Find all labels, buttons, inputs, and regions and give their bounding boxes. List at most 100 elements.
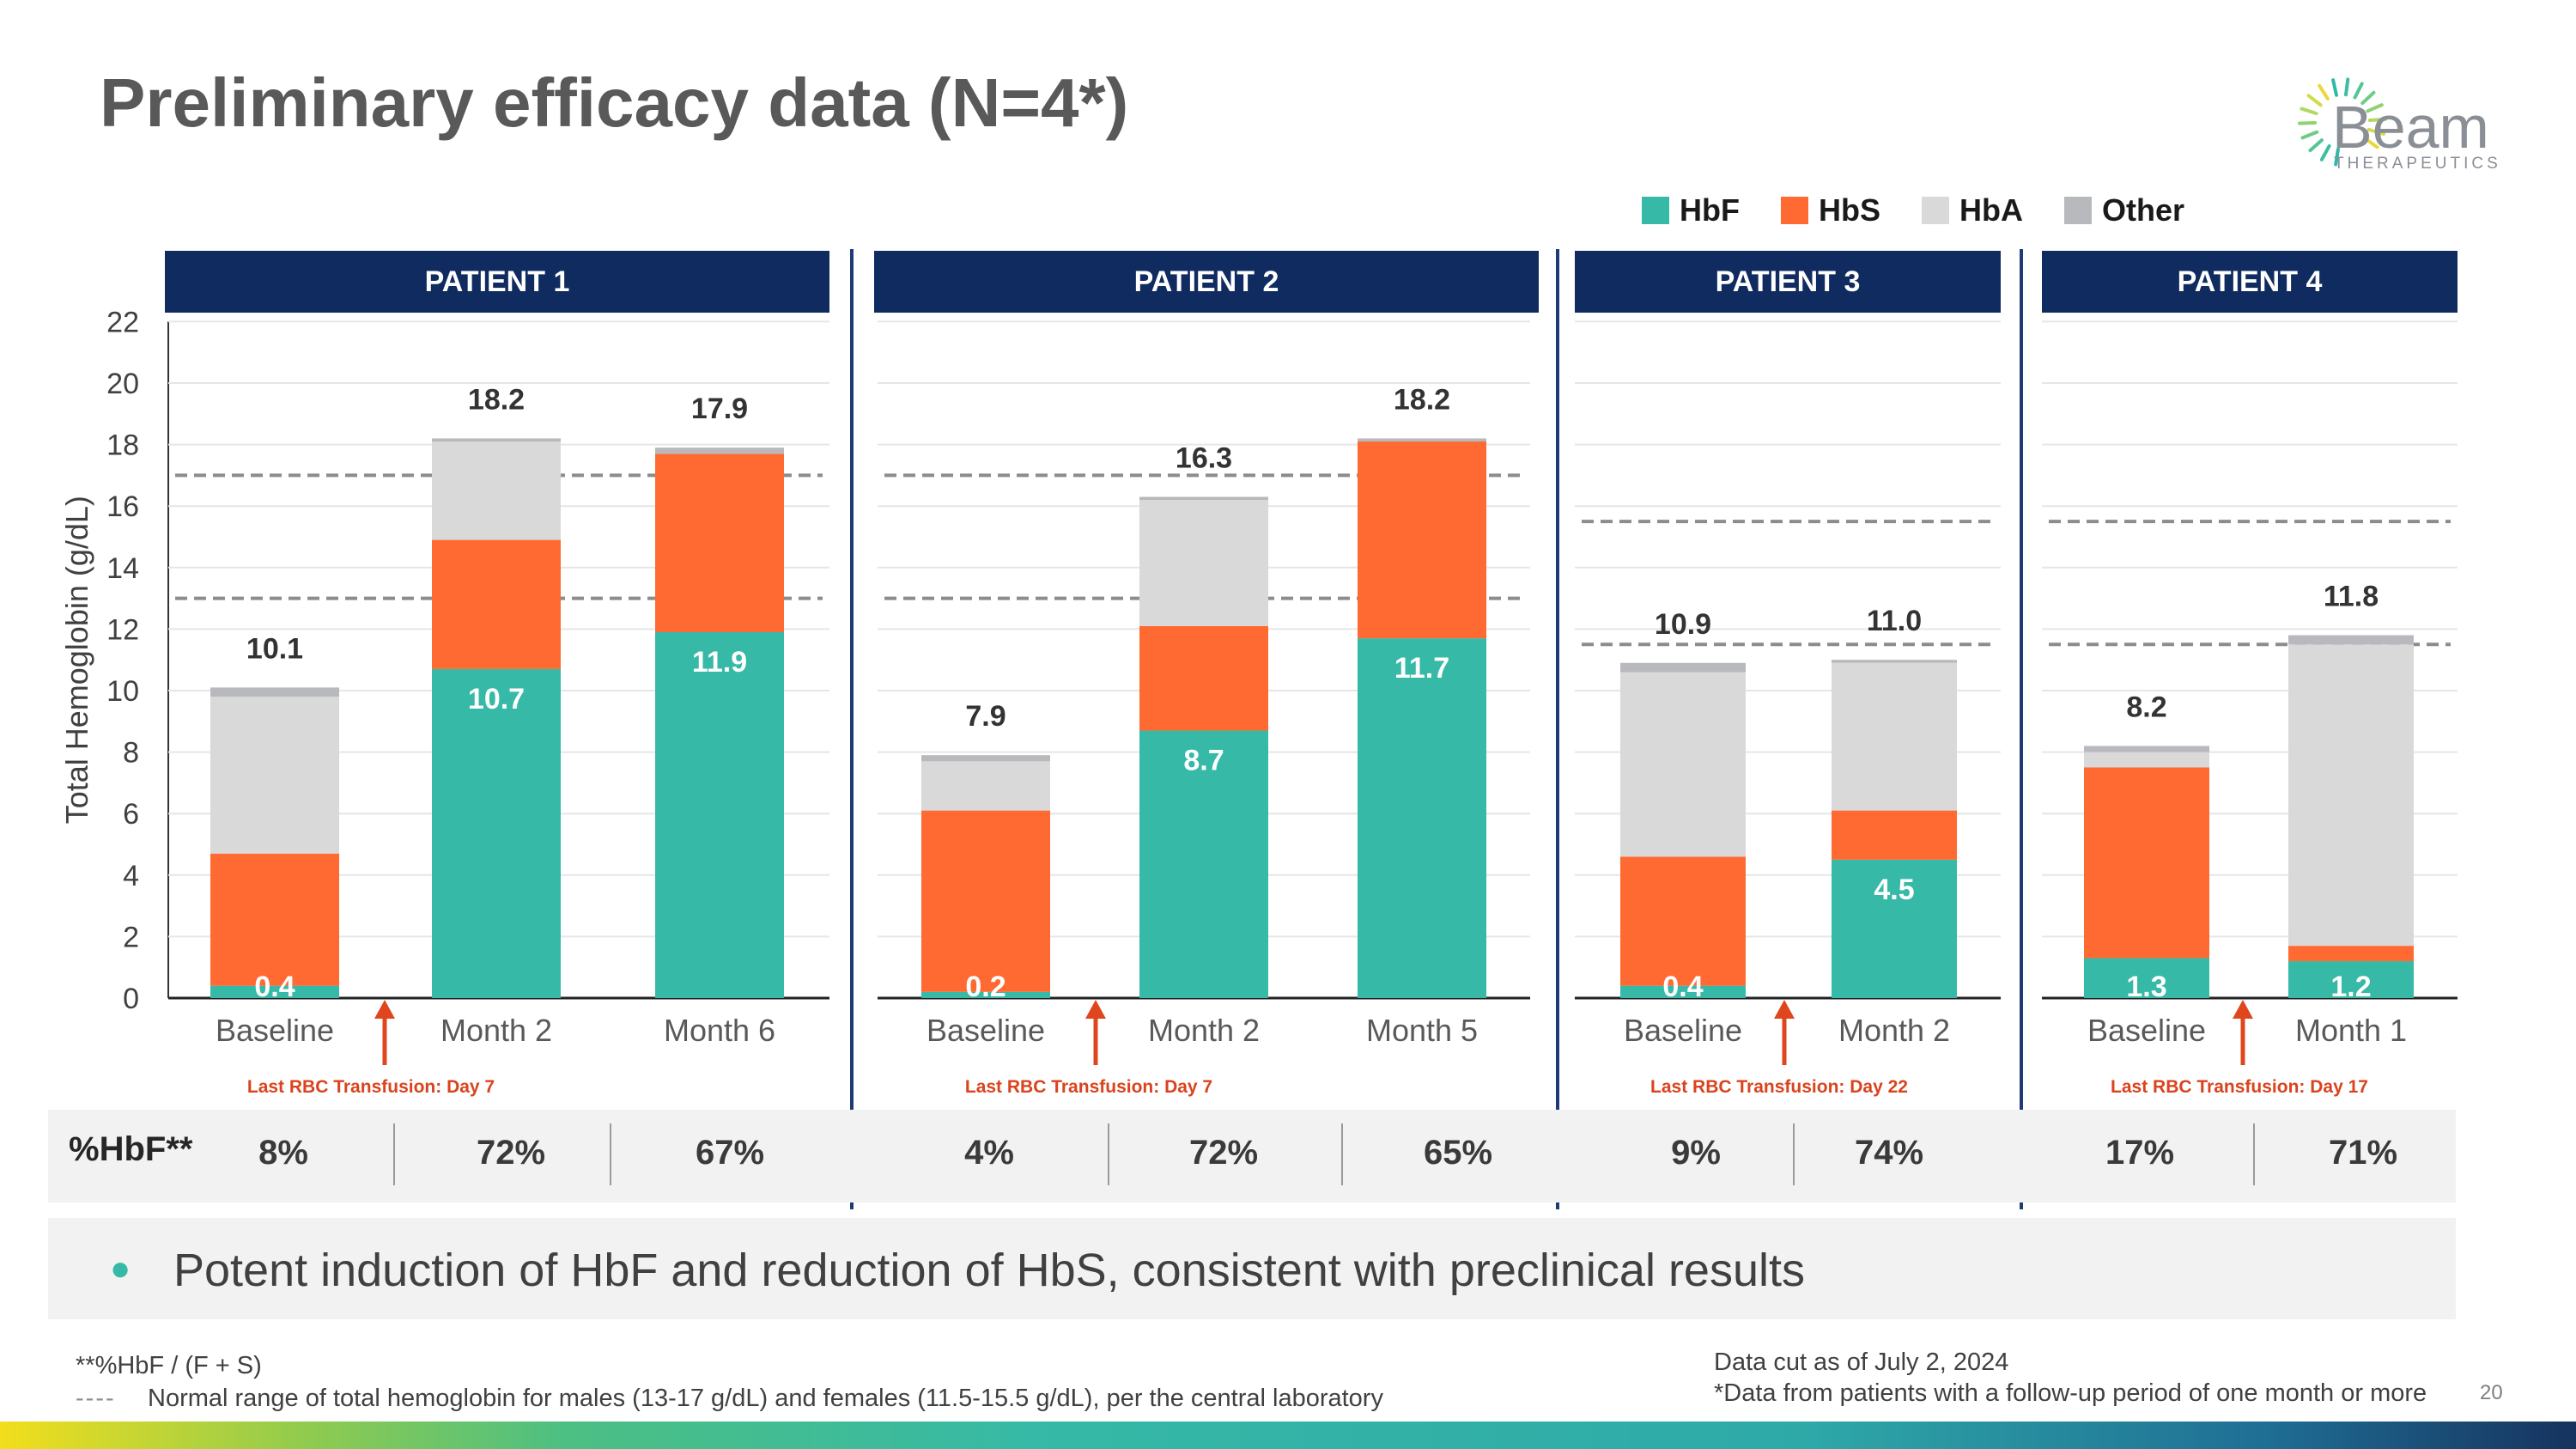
- legend-label: HbA: [1959, 192, 2023, 228]
- logo-ray: [2319, 144, 2331, 161]
- logo-ray: [2367, 117, 2387, 122]
- bar-segment-hbs: [2288, 946, 2414, 962]
- bar-total-label: 8.2: [2126, 691, 2166, 723]
- panel-divider: [1556, 249, 1559, 1209]
- bar-segment-hba: [1139, 500, 1268, 626]
- y-axis-label: Total Hemoglobin (g/dL): [59, 496, 94, 824]
- y-tick-label: 0: [123, 983, 139, 1015]
- patient-1-header: PATIENT 1: [165, 251, 829, 313]
- logo-ray: [2353, 82, 2364, 100]
- hbf-row-divider: [2253, 1123, 2255, 1185]
- x-tick-label: Baseline: [1624, 1013, 1742, 1048]
- legend-label: Other: [2101, 192, 2184, 228]
- bar-total-label: 7.9: [965, 700, 1005, 733]
- bar-total-label: 10.1: [246, 632, 303, 665]
- y-tick-label: 14: [106, 552, 139, 585]
- hbf-percent-row: [48, 1110, 2456, 1202]
- footnote-dash-sample: ----: [76, 1385, 116, 1412]
- x-tick-label: Month 5: [1366, 1013, 1478, 1048]
- hbf-pct-p1-month2: 72%: [476, 1134, 546, 1172]
- hbf-row-divider: [1108, 1123, 1109, 1185]
- transfusion-arrow-head-icon: [374, 1000, 395, 1019]
- legend-item-hba: HbA: [1921, 192, 2023, 228]
- hbf-row-divider: [1793, 1123, 1795, 1185]
- logo-ray: [2306, 94, 2323, 107]
- bar-segment-other: [921, 755, 1050, 762]
- patient-3-header: PATIENT 3: [1575, 251, 2001, 313]
- x-tick-label: Month 2: [1148, 1013, 1260, 1048]
- logo-ray: [2331, 78, 2339, 97]
- hbf-pct-p3-baseline: 9%: [1671, 1134, 1721, 1172]
- bar-segment-hbs: [1358, 441, 1486, 639]
- hbf-pct-p2-month5: 65%: [1423, 1134, 1493, 1172]
- logo-ray: [2300, 130, 2319, 140]
- bar-segment-hbs: [1620, 856, 1746, 986]
- bar-total-label: 18.2: [468, 383, 525, 416]
- legend-swatch-hbs: [1780, 197, 1808, 224]
- bar-segment-hbs: [655, 454, 784, 632]
- hbf-pct-p2-baseline: 4%: [964, 1134, 1014, 1172]
- hbf-row-label: %HbF**: [69, 1130, 193, 1168]
- x-tick-label: Month 2: [1838, 1013, 1950, 1048]
- logo-ray: [2344, 77, 2350, 97]
- logo-ray: [2362, 136, 2379, 149]
- logo-name: Beam: [2332, 94, 2489, 161]
- legend-item-other: Other: [2063, 192, 2184, 228]
- hbf-pct-p2-month2: 72%: [1188, 1134, 1259, 1172]
- logo-ray: [2300, 107, 2318, 116]
- bar-segment-hbs: [1139, 625, 1268, 731]
- logo-ray: [2366, 127, 2386, 136]
- y-tick-label: 10: [106, 675, 139, 708]
- hbf-pct-p1-baseline: 8%: [258, 1134, 308, 1172]
- bar-segment-other: [1620, 662, 1746, 673]
- bar-segment-hbf: [2084, 958, 2209, 998]
- bar-segment-hbf: [210, 985, 339, 998]
- bar-total-label: 11.8: [2324, 581, 2379, 613]
- chart-legend: HbF HbS HbA Other: [1642, 191, 2226, 230]
- bar-segment-other: [1358, 438, 1486, 442]
- panel-divider: [2020, 249, 2023, 1209]
- legend-label: HbF: [1680, 192, 1740, 228]
- logo-ray: [2308, 138, 2324, 153]
- x-tick-label: Baseline: [2087, 1013, 2206, 1048]
- logo-ray: [2360, 90, 2376, 106]
- transfusion-label: Last RBC Transfusion: Day 7: [247, 1077, 495, 1097]
- bar-segment-hbs: [1832, 810, 1957, 860]
- bar-hbf-label: 1.3: [2126, 971, 2166, 1003]
- y-tick-label: 2: [123, 921, 139, 953]
- bar-segment-hbf: [655, 631, 784, 998]
- x-tick-label: Month 1: [2295, 1013, 2407, 1048]
- bar-segment-other: [2288, 635, 2414, 645]
- x-tick-label: Baseline: [927, 1013, 1045, 1048]
- y-tick-label: 18: [106, 429, 139, 462]
- y-tick-label: 16: [106, 490, 139, 523]
- bar-segment-hbf: [2288, 961, 2414, 998]
- page-title: Preliminary efficacy data (N=4*): [100, 64, 1129, 141]
- logo-ray: [2366, 103, 2384, 113]
- legend-label: HbS: [1818, 192, 1880, 228]
- legend-item-hbs: HbS: [1780, 192, 1880, 228]
- bar-segment-other: [1139, 496, 1268, 501]
- hbf-pct-p4-baseline: 17%: [2105, 1134, 2175, 1172]
- bar-segment-hba: [1620, 672, 1746, 857]
- footnote-normal-range: Normal range of total hemoglobin for mal…: [148, 1385, 1383, 1412]
- bar-segment-hbf: [1620, 985, 1746, 998]
- bar-segment-hbs: [210, 853, 339, 986]
- bar-total-label: 17.9: [691, 393, 748, 425]
- bar-segment-hbs: [432, 539, 561, 669]
- bar-segment-other: [2084, 746, 2209, 752]
- legend-swatch-other: [2063, 197, 2092, 224]
- y-tick-label: 20: [106, 368, 139, 400]
- legend-item-hbf: HbF: [1642, 192, 1740, 228]
- y-tick-label: 4: [123, 860, 139, 892]
- hbf-row-divider: [393, 1123, 395, 1185]
- footnote-data-cut: Data cut as of July 2, 2024: [1714, 1349, 2009, 1376]
- bar-hbf-label: 0.2: [965, 971, 1005, 1003]
- bar-hbf-label: 1.2: [2330, 971, 2371, 1003]
- patient-4-header: PATIENT 4: [2042, 251, 2458, 313]
- bar-hbf-label: 0.4: [254, 971, 295, 1003]
- bar-total-label: 16.3: [1176, 441, 1232, 474]
- bar-hbf-label: 11.7: [1394, 652, 1449, 685]
- hbf-pct-p4-month1: 71%: [2328, 1134, 2398, 1172]
